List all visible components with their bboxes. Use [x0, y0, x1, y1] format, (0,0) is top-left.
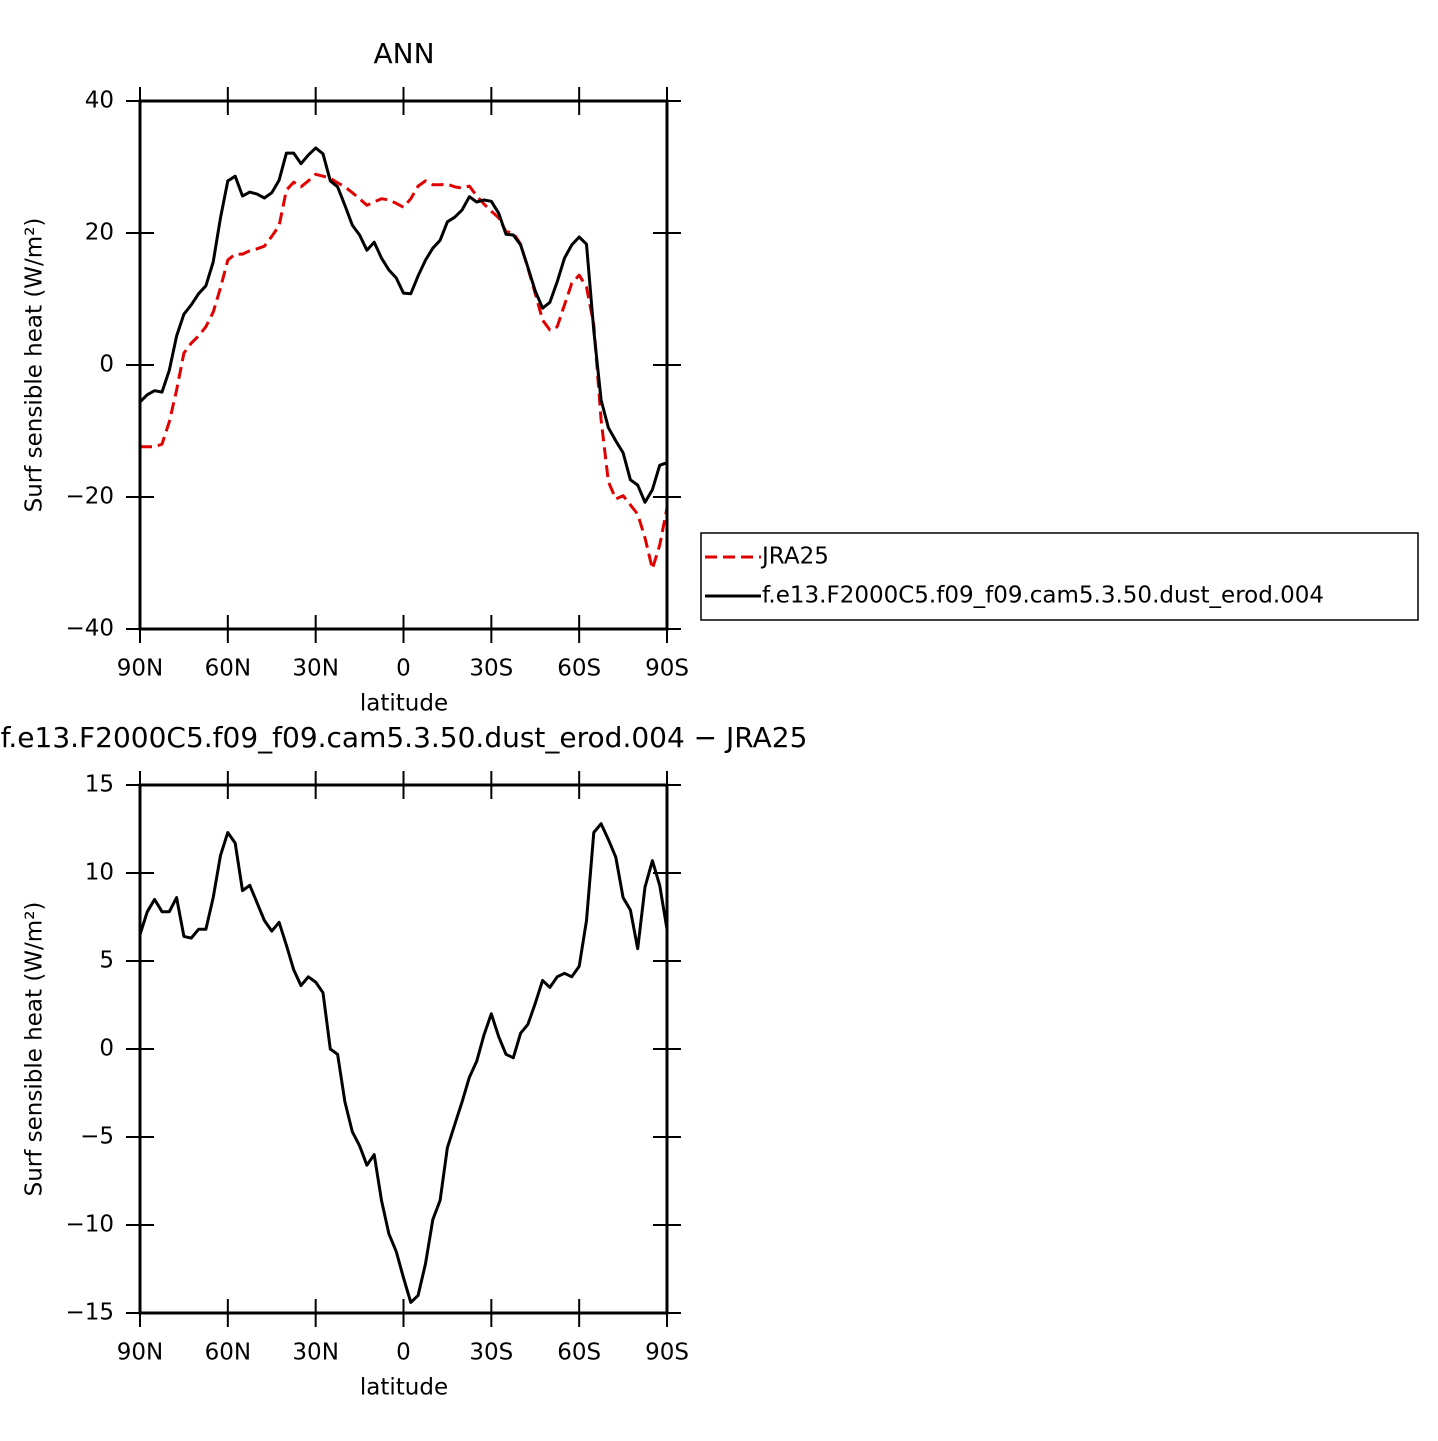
x-tick-label: 30N: [292, 1340, 338, 1366]
x-tick-label: 90N: [117, 1340, 163, 1366]
y-tick-label: −15: [65, 1300, 114, 1326]
y-tick-label: 40: [85, 88, 114, 114]
chart-title: ANN: [373, 37, 434, 70]
x-tick-label: 60S: [557, 1340, 601, 1366]
x-tick-label: 90N: [117, 656, 163, 682]
x-tick-label: 0: [396, 1340, 411, 1366]
y-tick-label: 10: [85, 860, 114, 886]
y-tick-label: 0: [99, 352, 114, 378]
x-axis-label: latitude: [360, 1375, 448, 1401]
y-tick-label: −5: [80, 1124, 114, 1150]
y-tick-label: −20: [65, 484, 114, 510]
legend-box: [700, 532, 1419, 621]
y-axis-label: Surf sensible heat (W/m²): [22, 218, 48, 513]
data-line: [138, 146, 668, 504]
y-tick-label: 0: [99, 1036, 114, 1062]
x-tick-label: 0: [396, 656, 411, 682]
x-axis-label: latitude: [360, 691, 448, 717]
legend-label: JRA25: [760, 544, 829, 570]
y-tick-label: −10: [65, 1212, 114, 1238]
x-tick-label: 90S: [645, 1340, 689, 1366]
x-tick-label: 60S: [557, 656, 601, 682]
plot-frame: [138, 99, 669, 631]
legend-label: f.e13.F2000C5.f09_f09.cam5.3.50.dust_ero…: [762, 583, 1324, 609]
x-tick-label: 90S: [645, 656, 689, 682]
data-line: [140, 172, 669, 571]
y-tick-label: 20: [85, 220, 114, 246]
chart-title: f.e13.F2000C5.f09_f09.cam5.3.50.dust_ero…: [1, 721, 808, 754]
y-tick-label: 5: [99, 948, 114, 974]
y-tick-label: −40: [65, 616, 114, 642]
x-tick-label: 30S: [469, 1340, 513, 1366]
y-tick-label: 15: [85, 772, 114, 798]
x-tick-label: 60N: [205, 1340, 251, 1366]
y-axis-label: Surf sensible heat (W/m²): [22, 902, 48, 1197]
plot-frame: [138, 783, 669, 1315]
x-tick-label: 60N: [205, 656, 251, 682]
data-line: [138, 822, 669, 1304]
x-tick-label: 30N: [292, 656, 338, 682]
x-tick-label: 30S: [469, 656, 513, 682]
